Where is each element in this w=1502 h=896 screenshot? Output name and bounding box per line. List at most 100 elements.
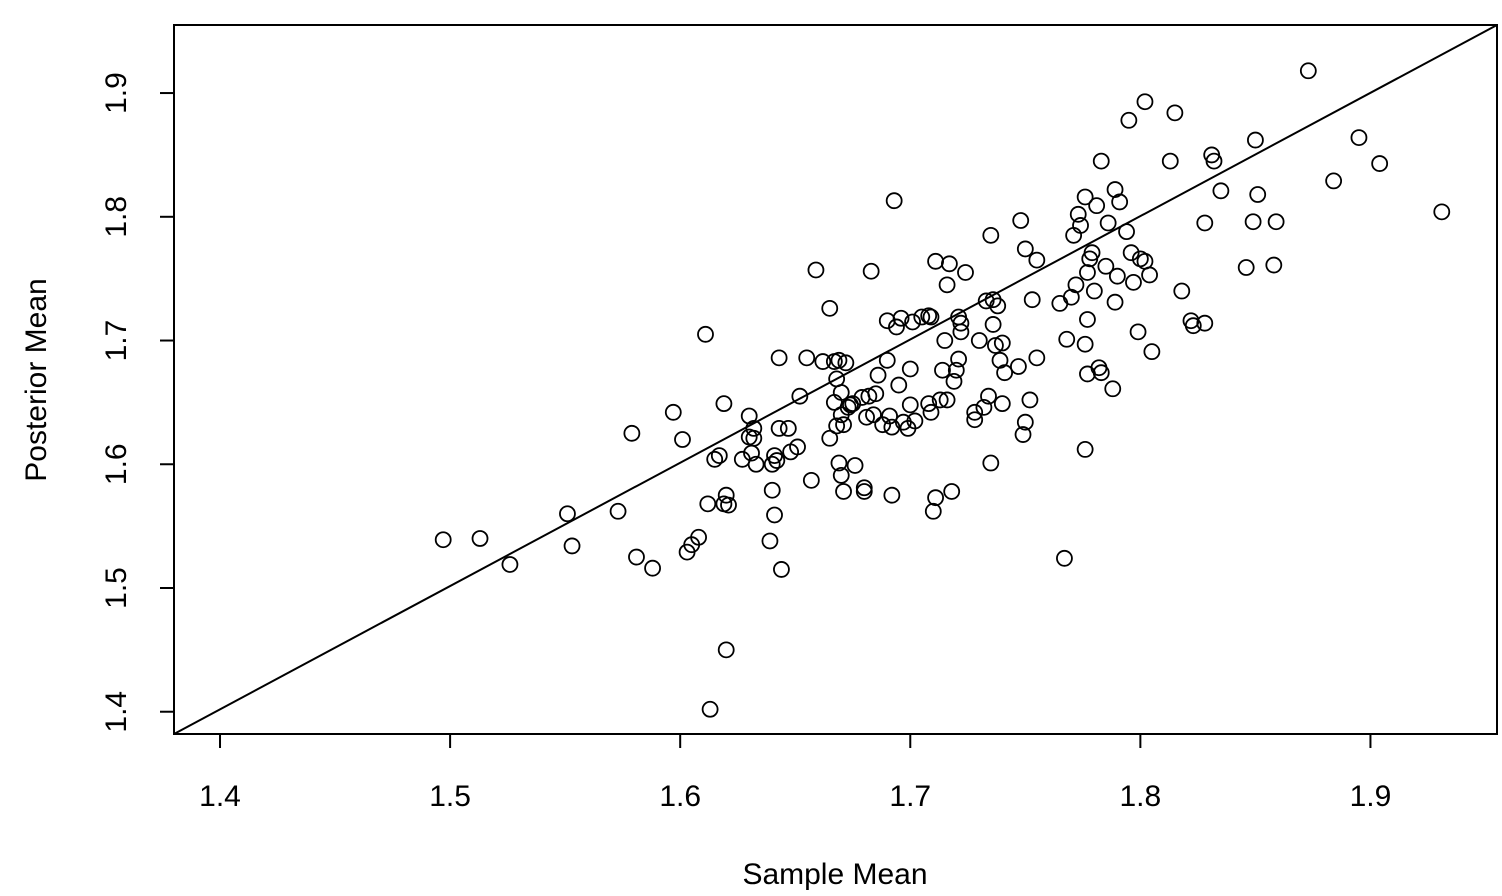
- data-point: [1143, 343, 1161, 361]
- data-point: [938, 391, 956, 409]
- data-point: [1166, 104, 1184, 122]
- data-point: [952, 314, 970, 332]
- data-point: [890, 376, 908, 394]
- data-point: [1079, 264, 1096, 281]
- data-point: [1067, 276, 1085, 294]
- data-point: [1058, 330, 1076, 348]
- data-point: [763, 481, 781, 499]
- data-point: [471, 530, 489, 547]
- data-point: [1325, 172, 1343, 190]
- data-point: [674, 431, 691, 448]
- data-point: [1212, 182, 1230, 200]
- data-point: [1299, 62, 1317, 80]
- data-point: [745, 419, 763, 437]
- data-point: [1247, 131, 1264, 149]
- data-point: [699, 495, 717, 513]
- data-point: [867, 385, 885, 403]
- data-point: [1028, 349, 1046, 367]
- data-point: [798, 349, 816, 367]
- data-point: [832, 466, 850, 484]
- y-tick-label: 1.8: [100, 196, 133, 238]
- data-point: [715, 395, 733, 413]
- data-point: [1088, 197, 1106, 215]
- data-point: [947, 361, 965, 379]
- x-axis: 1.4 1.5 1.6 1.7 1.8 1.9: [199, 733, 1392, 813]
- data-point: [1097, 257, 1115, 275]
- data-point: [559, 505, 576, 523]
- y-tick-label: 1.4: [100, 691, 133, 733]
- data-point: [989, 297, 1007, 315]
- data-point: [1076, 335, 1094, 353]
- data-point: [1076, 188, 1094, 206]
- data-point: [1205, 152, 1223, 170]
- x-tick-label: 1.9: [1350, 780, 1392, 813]
- y-axis-label: Posterior Mean: [20, 278, 53, 481]
- data-point: [950, 350, 967, 368]
- data-point: [855, 479, 873, 497]
- data-point: [906, 412, 924, 430]
- data-point: [865, 406, 882, 424]
- data-point: [846, 457, 864, 474]
- data-point: [924, 502, 942, 520]
- data-point: [1069, 205, 1087, 223]
- data-point: [563, 537, 581, 555]
- data-point: [770, 419, 788, 437]
- data-point: [1092, 364, 1110, 382]
- data-point: [966, 411, 984, 429]
- data-point: [844, 395, 862, 413]
- data-point: [980, 387, 997, 405]
- data-point: [814, 353, 832, 370]
- data-point: [1122, 244, 1140, 262]
- data-point: [1350, 129, 1368, 146]
- data-point: [892, 309, 910, 327]
- data-point: [934, 361, 951, 379]
- data-point: [945, 372, 963, 390]
- data-point: [770, 349, 788, 367]
- data-point: [717, 641, 735, 659]
- data-point: [920, 395, 938, 413]
- data-point: [1244, 213, 1262, 231]
- y-tick-label: 1.6: [100, 443, 133, 485]
- data-point: [987, 337, 1004, 354]
- data-point: [701, 700, 719, 718]
- data-point: [878, 351, 896, 369]
- data-point: [957, 264, 974, 281]
- data-point: [1012, 212, 1030, 229]
- data-point: [664, 403, 682, 421]
- data-point: [1079, 365, 1096, 383]
- x-tick-label: 1.6: [659, 780, 701, 813]
- data-point: [938, 276, 956, 294]
- data-point: [1079, 311, 1096, 328]
- data-point: [984, 316, 1002, 333]
- data-point: [609, 502, 627, 520]
- y-tick-label: 1.5: [100, 567, 133, 609]
- data-point: [1016, 413, 1034, 431]
- data-point: [1136, 93, 1154, 111]
- data-point: [888, 318, 905, 336]
- data-point: [1010, 358, 1027, 375]
- data-point: [720, 496, 737, 514]
- data-point: [1237, 259, 1255, 276]
- data-point: [763, 455, 781, 473]
- data-point: [1108, 267, 1126, 285]
- data-point: [1111, 193, 1129, 211]
- data-point: [858, 408, 875, 426]
- data-point: [789, 438, 806, 456]
- data-point: [1161, 152, 1179, 170]
- data-point: [710, 447, 728, 464]
- data-point: [1120, 111, 1138, 129]
- data-point: [1371, 155, 1389, 172]
- data-point: [835, 416, 852, 434]
- data-point: [1099, 214, 1117, 232]
- y-axis: 1.4 1.5 1.6 1.7 1.8 1.9: [100, 72, 175, 733]
- data-point: [1104, 380, 1122, 398]
- data-point: [881, 407, 898, 425]
- data-point: [1072, 217, 1089, 234]
- data-point: [1014, 426, 1032, 443]
- data-point: [1023, 291, 1041, 309]
- data-point: [644, 559, 661, 577]
- data-point: [936, 332, 954, 349]
- data-point: [927, 252, 944, 270]
- data-point: [931, 391, 949, 409]
